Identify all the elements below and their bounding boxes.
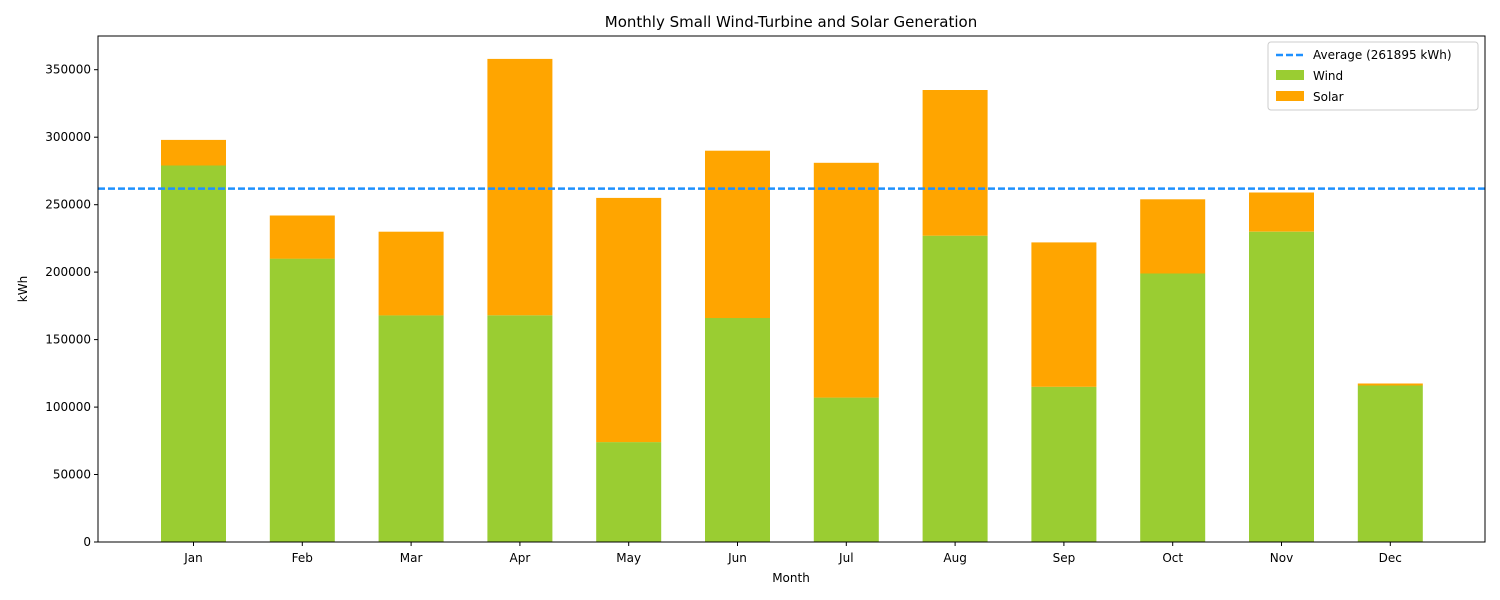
x-tick-label-may: May (616, 551, 641, 565)
bar-solar-oct (1140, 199, 1206, 274)
bars-group (161, 58, 1423, 542)
x-tick-label-sep: Sep (1053, 551, 1076, 565)
legend-average-label: Average (261895 kWh) (1313, 48, 1452, 62)
chart-title: Monthly Small Wind-Turbine and Solar Gen… (605, 13, 977, 31)
y-axis: 0 50000 100000 150000 200000 250000 300000 3500… (45, 63, 98, 549)
y-tick-label: 250000 (45, 198, 91, 212)
bar-wind-dec (1357, 385, 1423, 542)
bar-solar-may (596, 197, 662, 443)
bar-wind-sep (1031, 386, 1097, 542)
bar-solar-nov (1249, 192, 1314, 232)
legend-wind-label: Wind (1313, 69, 1343, 83)
x-axis: Jan Feb Mar Apr May Jun Jul Aug Sep Oct Nov Dec (183, 542, 1402, 565)
x-tick-label-jul: Jul (838, 551, 853, 565)
x-tick-label-mar: Mar (400, 551, 423, 565)
bar-solar-mar (378, 231, 444, 316)
bar-solar-jul (813, 162, 879, 398)
legend-solar-swatch (1276, 91, 1304, 101)
bar-solar-jun (705, 150, 770, 318)
legend: Average (261895 kWh) Wind Solar (1267, 41, 1479, 111)
x-tick-label-oct: Oct (1162, 551, 1183, 565)
plot-frame (97, 35, 1486, 543)
x-tick-label-dec: Dec (1379, 551, 1402, 565)
legend-solar-label: Solar (1313, 90, 1344, 104)
x-tick-label-aug: Aug (943, 551, 966, 565)
bar-wind-oct (1140, 273, 1206, 542)
y-tick-label: 350000 (45, 63, 91, 77)
y-tick-label: 50000 (53, 468, 91, 482)
bar-solar-aug (922, 90, 988, 236)
bar-solar-apr (487, 58, 553, 316)
x-tick-label-jun: Jun (727, 551, 747, 565)
y-tick-label: 150000 (45, 333, 91, 347)
bar-solar-feb (269, 215, 335, 259)
x-tick-label-feb: Feb (292, 551, 313, 565)
bar-solar-jan (161, 139, 226, 166)
x-axis-title: Month (772, 571, 810, 585)
bar-wind-nov (1249, 231, 1314, 542)
bar-wind-jun (705, 318, 770, 542)
y-tick-label: 100000 (45, 400, 91, 414)
bar-wind-jan (161, 165, 226, 542)
x-tick-label-nov: Nov (1270, 551, 1293, 565)
y-tick-label: 0 (83, 535, 91, 549)
bar-solar-sep (1031, 242, 1097, 387)
bar-wind-aug (922, 235, 988, 542)
bar-wind-may (596, 442, 662, 542)
y-tick-label: 300000 (45, 130, 91, 144)
legend-wind-swatch (1276, 70, 1304, 80)
bar-solar-dec (1357, 383, 1423, 386)
bar-wind-jul (813, 397, 879, 542)
bar-wind-apr (487, 315, 553, 542)
bar-wind-feb (269, 258, 335, 542)
x-tick-label-jan: Jan (183, 551, 203, 565)
legend-box (1267, 41, 1479, 111)
y-tick-label: 200000 (45, 265, 91, 279)
x-tick-label-apr: Apr (510, 551, 531, 565)
y-axis-title: kWh (16, 276, 30, 302)
bar-wind-mar (378, 315, 444, 542)
